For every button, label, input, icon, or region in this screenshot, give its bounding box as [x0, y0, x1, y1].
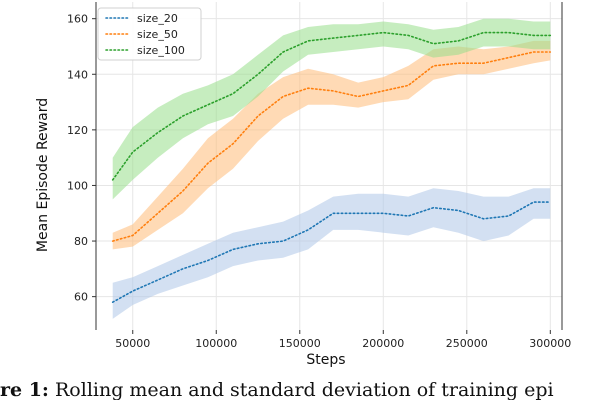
- y-tick-label: 140: [67, 68, 88, 81]
- caption-text: Rolling mean and standard deviation of t…: [48, 380, 554, 400]
- series-line-size-100: [111, 31, 552, 181]
- series-line-size-20: [111, 201, 552, 304]
- series-line-size-50: [111, 51, 552, 242]
- x-axis-ticks: 50000 100000 150000 200000 250000 300000: [115, 330, 571, 350]
- x-tick-label: 200000: [362, 337, 404, 350]
- std-band-size-50: [112, 40, 551, 250]
- legend-label-size-100: size_100: [137, 44, 185, 57]
- std-bands: [112, 18, 551, 319]
- series-lines: [111, 31, 552, 304]
- y-tick-label: 60: [74, 291, 88, 304]
- x-tick-label: 50000: [115, 337, 150, 350]
- std-band-size-100: [112, 18, 551, 200]
- legend-box: [97, 7, 202, 61]
- y-axis-label: Mean Episode Reward: [35, 98, 51, 252]
- std-band-size-20: [112, 188, 551, 319]
- y-tick-label: 160: [67, 13, 88, 26]
- axes: [95, 2, 563, 330]
- legend-label-size-20: size_20: [137, 12, 178, 25]
- x-tick-label: 250000: [446, 337, 488, 350]
- x-tick-label: 100000: [195, 337, 237, 350]
- y-tick-label: 80: [74, 235, 88, 248]
- x-tick-label: 300000: [529, 337, 571, 350]
- y-tick-label: 100: [67, 179, 88, 192]
- legend-label-size-50: size_50: [137, 28, 178, 41]
- x-axis-label: Steps: [306, 352, 345, 368]
- caption-label: re 1:: [0, 380, 49, 400]
- y-tick-label: 120: [67, 124, 88, 137]
- y-axis-ticks: 60 80 100 120 140 160: [67, 13, 96, 304]
- chart: 50000 100000 150000 200000 250000 300000 60 80…: [35, 2, 571, 368]
- x-tick-label: 150000: [279, 337, 321, 350]
- legend: size_20 size_50 size_100: [97, 7, 202, 61]
- figure-caption: re 1: Rolling mean and standard deviatio…: [0, 380, 594, 400]
